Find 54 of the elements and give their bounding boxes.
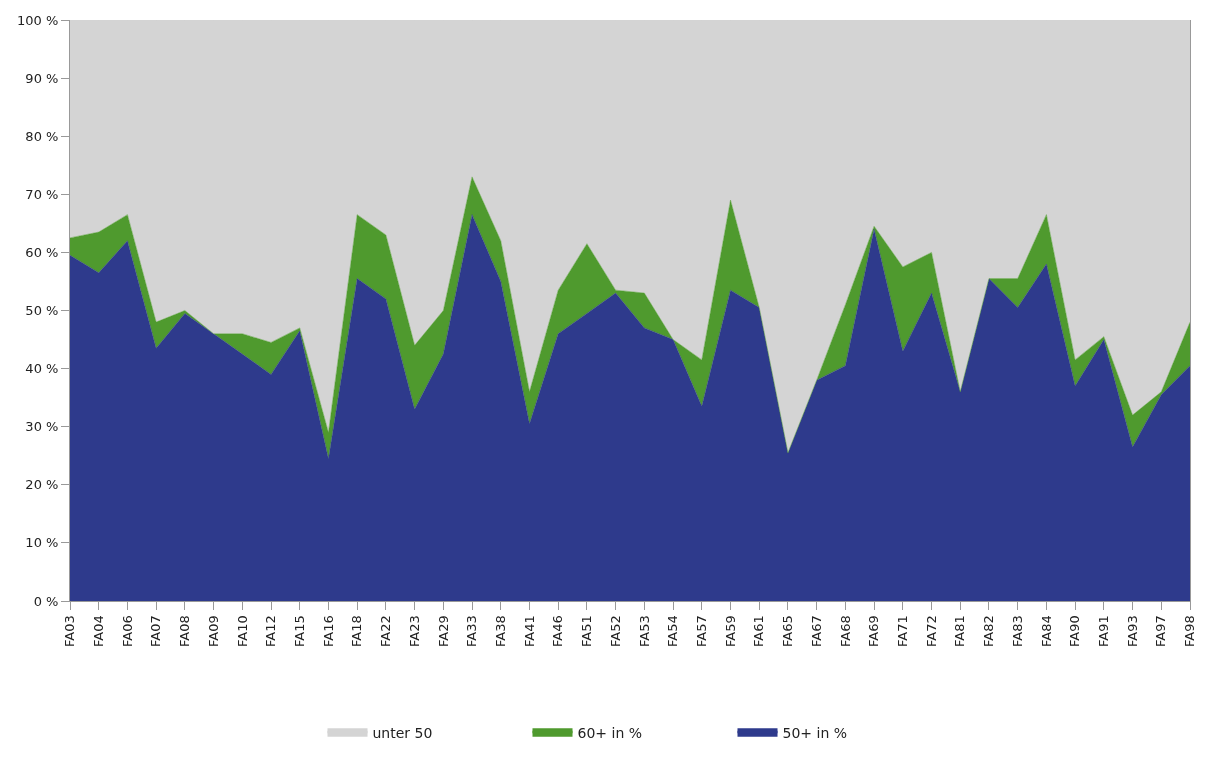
x-tick-label: FA65	[780, 615, 796, 647]
x-tick-label: FA16	[320, 615, 336, 647]
x-tick-label: FA09	[205, 615, 221, 647]
x-tick-label: FA08	[177, 615, 193, 647]
x-tick-label: FA10	[234, 615, 250, 647]
y-tick-label: 30 %	[25, 419, 59, 435]
x-tick-label: FA23	[406, 615, 422, 647]
x-tick-label: FA59	[722, 615, 738, 647]
x-tick-label: FA15	[291, 615, 307, 647]
legend-label: 50+ in %	[782, 725, 848, 742]
y-tick-label: 0 %	[33, 593, 59, 609]
x-tick-label: FA57	[694, 615, 710, 647]
legend-label: unter 50	[372, 725, 433, 742]
y-tick-label: 80 %	[25, 128, 59, 144]
x-tick-label: FA33	[464, 615, 480, 647]
y-tick-label: 90 %	[25, 70, 59, 86]
x-tick-label: FA93	[1124, 615, 1140, 647]
x-tick-label: FA51	[579, 615, 595, 647]
y-tick-label: 40 %	[25, 361, 59, 377]
x-tick-label: FA29	[435, 615, 451, 647]
x-tick-label: FA61	[751, 615, 767, 647]
x-tick-label: FA72	[923, 615, 939, 647]
x-tick-label: FA84	[1038, 615, 1054, 647]
x-tick-label: FA18	[349, 615, 365, 647]
y-tick-label: 60 %	[25, 244, 59, 260]
x-tick-label: FA07	[148, 615, 164, 647]
y-tick-label: 10 %	[25, 535, 59, 551]
x-tick-label: FA41	[521, 615, 537, 647]
x-tick-label: FA04	[90, 615, 106, 647]
x-tick-label: FA22	[378, 615, 394, 647]
x-tick-label: FA91	[1096, 615, 1112, 647]
y-tick-label: 70 %	[25, 186, 59, 202]
x-tick-label: FA38	[492, 615, 508, 647]
y-tick-label: 100 %	[17, 12, 59, 28]
y-tick-label: 20 %	[25, 477, 59, 493]
x-tick-label: FA52	[607, 615, 623, 647]
x-tick-label: FA53	[636, 615, 652, 647]
x-tick-label: FA82	[981, 615, 997, 647]
x-tick-label: FA68	[837, 615, 853, 647]
x-tick-label: FA12	[263, 615, 279, 647]
x-tick-label: FA03	[62, 615, 78, 647]
x-tick-label: FA98	[1182, 615, 1198, 647]
y-tick-label: 50 %	[25, 303, 59, 319]
x-tick-label: FA54	[665, 615, 681, 647]
x-tick-label: FA67	[808, 615, 824, 647]
x-tick-label: FA06	[119, 615, 135, 647]
x-tick-label: FA97	[1153, 615, 1169, 647]
x-tick-label: FA69	[866, 615, 882, 647]
x-tick-label: FA83	[1009, 615, 1025, 647]
legend-label: 60+ in %	[577, 725, 643, 742]
x-tick-label: FA81	[952, 615, 968, 647]
x-tick-label: FA46	[550, 615, 566, 647]
x-tick-label: FA71	[895, 615, 911, 647]
x-tick-label: FA90	[1067, 615, 1083, 647]
